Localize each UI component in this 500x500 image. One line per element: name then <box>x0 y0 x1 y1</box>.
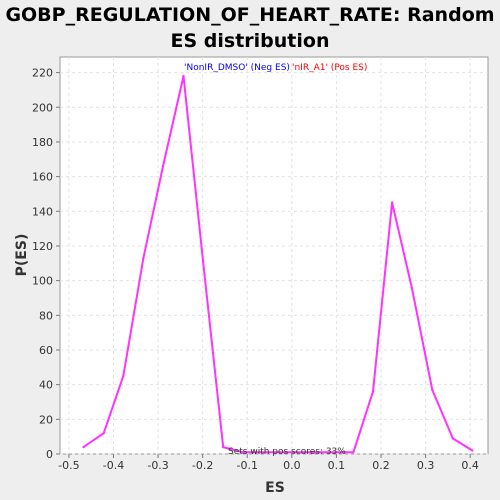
x-tick-label: 0.4 <box>461 459 479 472</box>
data-point <box>471 449 474 452</box>
y-tick-label: 80 <box>39 309 53 322</box>
axes: -0.5 -0.4 -0.3 -0.2 -0.1 0.0 0.1 0.2 0.3 0.4 0 20 40… <box>32 67 479 472</box>
chart-title-line-1: GOBP_REGULATION_OF_HEART_RATE: Random <box>5 4 495 26</box>
data-point <box>390 201 394 204</box>
y-tick-label: 40 <box>39 379 53 392</box>
x-tick-label: 0.2 <box>372 459 390 472</box>
x-tick-label: -0.3 <box>147 459 168 472</box>
x-tick-label: 0.3 <box>417 459 435 472</box>
y-tick-label: 220 <box>32 67 53 80</box>
data-point <box>161 165 165 168</box>
series <box>82 74 474 454</box>
data-point <box>410 286 413 289</box>
y-tick-label: 0 <box>46 448 53 461</box>
x-tick-label: -0.2 <box>192 459 213 472</box>
y-tick-label: 60 <box>39 344 53 357</box>
data-point <box>201 260 205 263</box>
x-tick-label: 0.1 <box>328 459 346 472</box>
data-point <box>221 445 225 449</box>
y-tick-label: 140 <box>32 205 53 218</box>
x-tick-label: -0.4 <box>103 459 124 472</box>
chart-title: GOBP_REGULATION_OF_HEART_RATE: Random ES… <box>0 2 500 54</box>
x-tick-label: 0.0 <box>283 459 301 472</box>
data-point <box>242 451 245 454</box>
neg-es-label: 'NonIR_DMSO' (Neg ES) <box>184 63 290 73</box>
y-tick-label: 180 <box>32 136 53 149</box>
y-tick-label: 100 <box>32 275 53 288</box>
pos-es-label: 'nIR_A1' (Pos ES) <box>292 63 367 73</box>
pos-scores-note: Sets with pos scores: 33% <box>228 447 346 457</box>
x-tick-label: -0.1 <box>237 459 258 472</box>
y-tick-label: 20 <box>39 413 53 426</box>
y-axis-label: P(ES) <box>14 234 30 277</box>
y-tick-label: 200 <box>32 101 53 114</box>
data-point <box>352 451 355 454</box>
data-point <box>182 74 185 78</box>
chart-title-line-2: ES distribution <box>170 30 330 52</box>
data-point <box>451 437 454 440</box>
data-point <box>371 390 375 393</box>
data-point <box>431 388 434 392</box>
plot-background <box>59 56 489 455</box>
y-tick-label: 120 <box>32 240 53 253</box>
series-line <box>83 75 473 454</box>
y-tick-label: 160 <box>32 171 53 184</box>
data-point <box>122 374 125 378</box>
data-point <box>102 431 105 435</box>
x-tick-label: -0.5 <box>58 459 79 472</box>
x-axis-label: ES <box>265 480 285 496</box>
data-point <box>82 445 85 449</box>
data-point <box>142 256 145 260</box>
